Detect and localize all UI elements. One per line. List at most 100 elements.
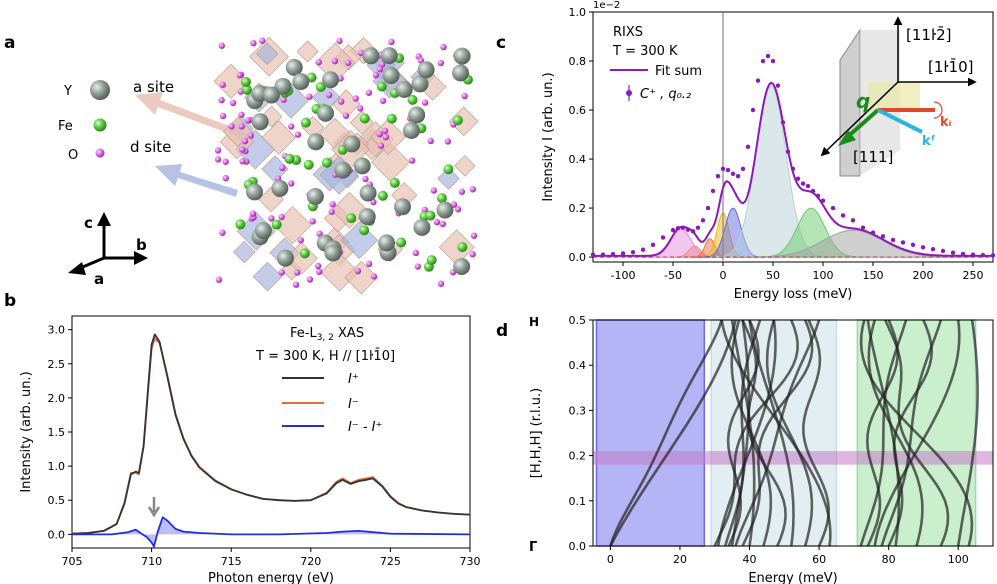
- dispersion-ytick-label: 0.3: [569, 404, 587, 417]
- rixs-xlabel: Energy loss (meV): [734, 287, 853, 302]
- polyhedron: [454, 155, 476, 177]
- oxygen-atom: [219, 112, 227, 120]
- yttrium-atom: [413, 218, 431, 236]
- panel-b-label: b: [4, 291, 16, 311]
- dispersion-curves: [609, 319, 979, 547]
- rixs-data-point: [720, 166, 726, 172]
- oxygen-atom: [439, 220, 447, 228]
- oxygen-atom: [259, 37, 266, 44]
- yttrium-atom: [353, 157, 371, 175]
- iron-atom: [271, 219, 282, 230]
- xas-ylabel: Intensity (arb. un.): [19, 371, 34, 492]
- rixs-axes-frame: [592, 11, 994, 263]
- rixs-data-point: [860, 225, 866, 230]
- legend-i-plus-label: I⁺: [348, 372, 359, 387]
- oxygen-atom: [337, 98, 345, 105]
- rixs-data-point: [770, 58, 776, 64]
- oxygen-atom: [382, 133, 390, 141]
- oxygen-atom: [292, 281, 300, 288]
- legend-o-label: O: [68, 148, 78, 163]
- oxygen-atom: [214, 156, 222, 163]
- rixs-data-point: [735, 174, 741, 179]
- iron-atom: [359, 225, 370, 236]
- rixs-data-point: [795, 176, 801, 181]
- yttrium-atom: [380, 47, 398, 65]
- xas-marker-arrow: [147, 497, 161, 518]
- iron-atom: [376, 81, 387, 92]
- oxygen-atom: [328, 208, 335, 215]
- rixs-data-point: [725, 167, 731, 173]
- a-site-arrow: [135, 92, 240, 137]
- oxygen-atom: [379, 97, 387, 104]
- oxygen-atom: [229, 99, 237, 107]
- rixs-data-point: [730, 171, 736, 176]
- iron-atom: [240, 76, 251, 87]
- oxygen-atom: [238, 123, 245, 130]
- rixs-data-point: [705, 205, 711, 211]
- magnon-branch-6: [730, 319, 751, 547]
- rixs-data-point: [650, 242, 656, 248]
- oxygen-atom: [381, 127, 389, 135]
- magnon-branch-18: [873, 319, 961, 547]
- y-bottom-label: Γ: [529, 540, 537, 555]
- oxygen-atom: [316, 268, 323, 275]
- rixs-data-point: [690, 229, 696, 234]
- rixs-data-point: [610, 251, 616, 257]
- xas-xlabel: Photon energy (eV): [208, 571, 334, 584]
- legend-diff-label: I⁻ - I⁺: [348, 420, 382, 435]
- a-site-label: a site: [133, 78, 174, 96]
- scattering-plane: [868, 82, 920, 112]
- rixs-data-point: [775, 83, 781, 88]
- iron-atom: [300, 117, 311, 128]
- panel-d-label: d: [496, 321, 508, 341]
- rixs-data-point: [820, 198, 826, 203]
- iron-atom: [426, 255, 437, 266]
- kf-arrow: [877, 108, 923, 134]
- rixs-data-point: [760, 58, 766, 64]
- xas-difference-fill: [72, 517, 470, 547]
- yttrium-atom: [411, 75, 429, 93]
- xas-ytick-label: 1.0: [48, 460, 66, 473]
- oxygen-atom: [239, 158, 246, 165]
- polyhedron: [437, 167, 460, 190]
- rixs-ytick-label: 0.4: [569, 153, 587, 166]
- dispersion-xtick-label: 80: [882, 553, 896, 566]
- rixs-data-point: [930, 247, 936, 252]
- dispersion-xtick-label: 40: [743, 553, 757, 566]
- yttrium-atom: [359, 184, 377, 202]
- dispersion-xtick-label: 100: [948, 553, 969, 566]
- oxygen-atom: [458, 188, 466, 195]
- crystal-axes: c b a: [68, 212, 148, 288]
- magnon-branch-17: [865, 319, 899, 547]
- xas-ticks: 705 710 715 720 725 730 0.0 0.5 1.0 1.5 2.0 2.5 3.0: [48, 324, 481, 568]
- yttrium-atom: [334, 161, 352, 179]
- dispersion-ytick-label: 0.5: [569, 314, 587, 327]
- rixs-data-point: [745, 144, 751, 150]
- polyhedron: [252, 261, 283, 292]
- xas-xtick-label: 715: [221, 555, 242, 568]
- oxygen-atom: [454, 206, 462, 213]
- yttrium-atom: [393, 198, 411, 216]
- yttrium-atom: [453, 257, 471, 275]
- polyhedron: [340, 221, 379, 260]
- oxygen-atom: [427, 137, 434, 145]
- yttrium-atom: [306, 188, 324, 206]
- b-axis-label: b: [136, 236, 147, 254]
- oxygen-atom: [461, 92, 468, 100]
- rixs-xtick-label: 0: [720, 269, 727, 282]
- yttrium-atom: [324, 244, 342, 262]
- rixs-ytick-label: 0.2: [569, 202, 587, 215]
- ki-label: kᵢ: [940, 115, 952, 130]
- rixs-data-point: [750, 107, 756, 113]
- rixs-data-point: [630, 249, 636, 255]
- dispersion-xtick-label: 0: [607, 553, 614, 566]
- oxygen-atom: [250, 39, 257, 47]
- rixs-data-point: [670, 227, 676, 233]
- oxygen-atom: [365, 89, 373, 96]
- oxygen-atom: [342, 112, 350, 119]
- oxygen-atom: [278, 213, 285, 221]
- oxygen-atom: [249, 210, 257, 217]
- iron-atom: [407, 94, 418, 105]
- rixs-data-point: [765, 53, 771, 59]
- polyhedron: [344, 260, 379, 295]
